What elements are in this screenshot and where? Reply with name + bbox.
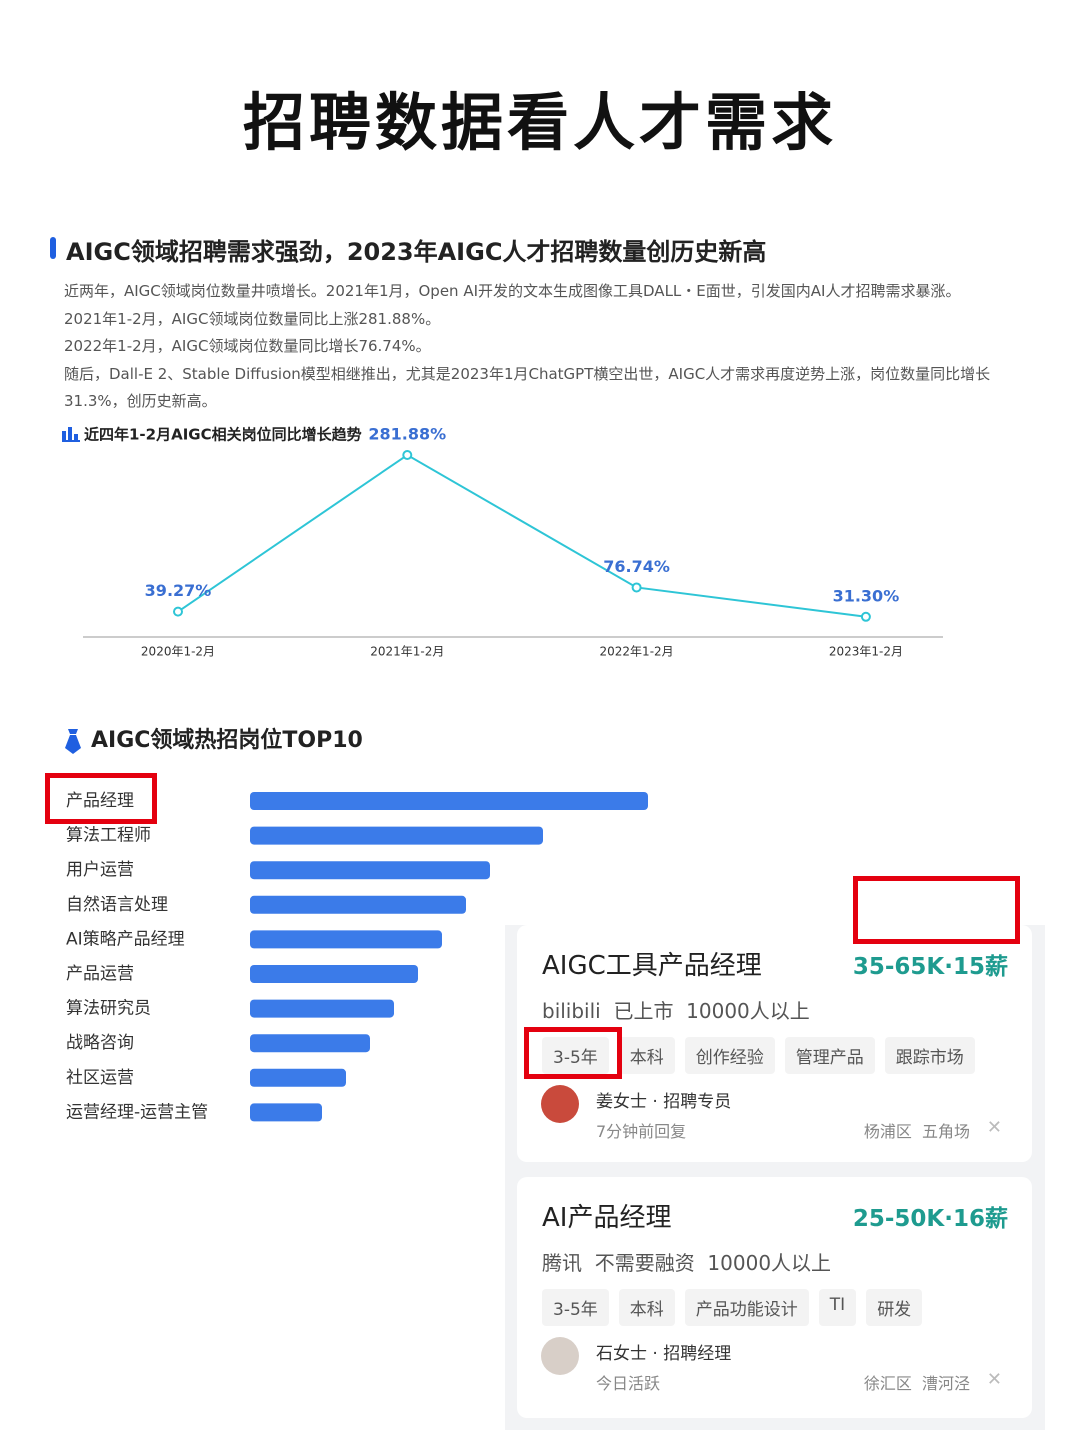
y-tick-label: 自然语言处理 [66,895,168,915]
point [402,450,413,460]
salary: 35-65K·15薪 [852,954,1008,980]
tag: 本科 [618,1037,675,1074]
bar [250,826,543,845]
tag: TI [818,1289,857,1326]
avatar [541,1337,579,1375]
tag: 跟踪市场 [884,1037,975,1074]
line-chart-icon [62,427,80,442]
location: 徐汇区 漕河泾 [863,1374,970,1393]
paragraph: 2022年1-2月，AIGC领域岗位数量同比增长76.74%。 [64,337,431,355]
y-tick-label: AI策略产品经理 [66,929,185,949]
activity: 今日活跃 [596,1374,661,1393]
data-label: 31.30% [833,586,900,605]
dismiss-icon[interactable]: ✕ [986,1369,1002,1390]
company-info: 腾讯 不需要融资 10000人以上 [542,1251,832,1275]
y-tick-label: 社区运营 [66,1068,134,1088]
recruiter: 石女士 · 招聘经理 [596,1344,732,1364]
line [177,453,867,618]
highlight-box [45,773,157,824]
tag: 研发 [866,1289,923,1326]
bar [250,1068,346,1087]
dismiss-icon[interactable]: ✕ [986,1117,1002,1138]
x-tick-label: 2021年1-2月 [370,645,444,659]
tag: 产品功能设计 [684,1289,809,1326]
point [173,606,183,617]
tag-list: 3-5年 本科 创作经验 管理产品 跟踪市场 [542,1037,975,1074]
bar [250,999,394,1018]
y-tick-label: 用户运营 [66,860,134,880]
bar [250,965,418,983]
location: 杨浦区 五角场 [863,1122,970,1141]
tag-list: 3-5年 本科 产品功能设计 TI 研发 [542,1289,923,1326]
y-tick-label: 战略咨询 [66,1033,134,1053]
heading-marker [50,237,56,259]
tie-icon [65,729,81,754]
data-label: 39.27% [145,581,212,600]
intro-text: 近两年，AIGC领域岗位数量井喷增长。2021年1月，Open AI开发的文本生… [64,278,1039,416]
paragraph: 近两年，AIGC领域岗位数量井喷增长。2021年1月，Open AI开发的文本生… [64,282,961,300]
tag: 创作经验 [684,1037,775,1074]
job-card[interactable]: AI产品经理 25-50K·16薪 腾讯 不需要融资 10000人以上 3-5年 本科产… [517,1177,1032,1418]
bar [250,1103,322,1122]
chart-title: 近四年1-2月AIGC相关岗位同比增长趋势 [84,426,362,444]
x-tick-label: 2022年1-2月 [600,645,674,659]
section-heading: AIGC领域招聘需求强劲，2023年AIGC人才招聘数量创历史新高 [66,238,767,266]
y-tick-label: 产品运营 [66,964,134,984]
highlight-box [853,876,1020,944]
activity: 7分钟前回复 [596,1122,687,1141]
avatar [541,1085,579,1123]
job-title: AI产品经理 [542,1203,672,1233]
tag: 本科 [618,1289,675,1326]
data-label: 281.88% [368,425,446,444]
highlight-box [524,1027,622,1079]
chart-title: AIGC领域热招岗位TOP10 [91,727,363,753]
bar [250,930,442,949]
point [860,611,871,622]
x-tick-label: 2023年1-2月 [829,645,903,659]
y-tick-label: 算法工程师 [66,826,151,846]
point [631,582,642,593]
y-tick-label: 算法研究员 [66,999,151,1019]
bar [250,895,466,914]
job-card[interactable]: AIGC工具产品经理 35-65K·15薪 bilibili 已上市 10000人以… [517,925,1032,1162]
tag: 3-5年 [542,1289,609,1326]
y-tick-label: 运营经理-运营主管 [66,1102,208,1122]
y-tick-label: 产品经理 [66,791,134,811]
company-info: bilibili 已上市 10000人以上 [542,999,810,1023]
page-title: 招聘数据看人才需求 [242,86,837,159]
bar [250,861,490,880]
paragraph: 2021年1-2月，AIGC领域岗位数量同比上涨281.88%。 [64,309,441,328]
recruiter: 姜女士 · 招聘专员 [596,1092,732,1112]
salary: 25-50K·16薪 [852,1206,1008,1232]
bar [250,792,648,810]
bar [250,1034,370,1053]
data-label: 76.74% [603,557,670,576]
tag: 3-5年 [542,1037,609,1074]
x-tick-label: 2020年1-2月 [141,645,215,659]
job-title: AIGC工具产品经理 [542,951,762,981]
paragraph: 随后，Dall-E 2、Stable Diffusion模型相继推出，尤其是20… [64,364,991,411]
tag: 管理产品 [784,1037,875,1074]
